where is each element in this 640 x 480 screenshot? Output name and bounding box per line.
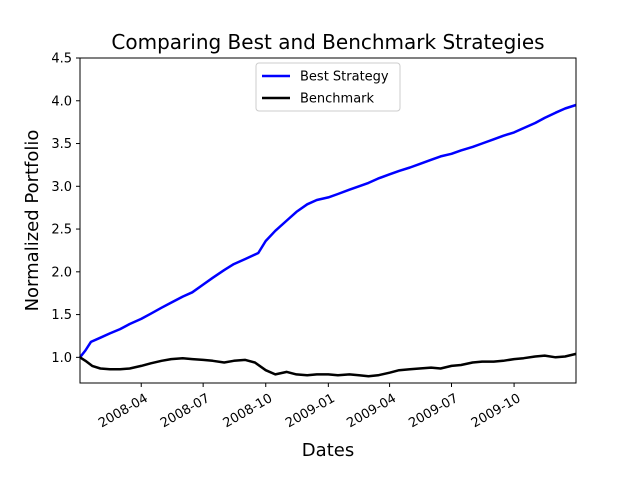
legend-label-best-strategy: Best Strategy: [300, 70, 389, 85]
y-tick-label: 3.5: [51, 137, 72, 152]
legend-label-benchmark: Benchmark: [300, 92, 375, 107]
plot-area: [79, 103, 577, 378]
y-tick-label: 4.5: [51, 52, 72, 67]
y-tick-label: 1.0: [51, 351, 72, 366]
chart-title: Comparing Best and Benchmark Strategies: [111, 30, 544, 54]
y-axis-label: Normalized Portfolio: [22, 130, 43, 312]
legend-box: [255, 62, 401, 112]
series-line-best-strategy: [79, 103, 577, 359]
series-line-benchmark: [79, 352, 577, 378]
x-axis-label: Dates: [302, 440, 354, 461]
y-tick-label: 2.5: [51, 223, 72, 238]
y-tick-label: 3.0: [51, 180, 72, 195]
y-tick-label: 1.5: [51, 308, 72, 323]
legend: Best Strategy Benchmark: [255, 62, 401, 112]
y-tick-label: 2.0: [51, 265, 72, 280]
y-tick-label: 4.0: [51, 94, 72, 109]
